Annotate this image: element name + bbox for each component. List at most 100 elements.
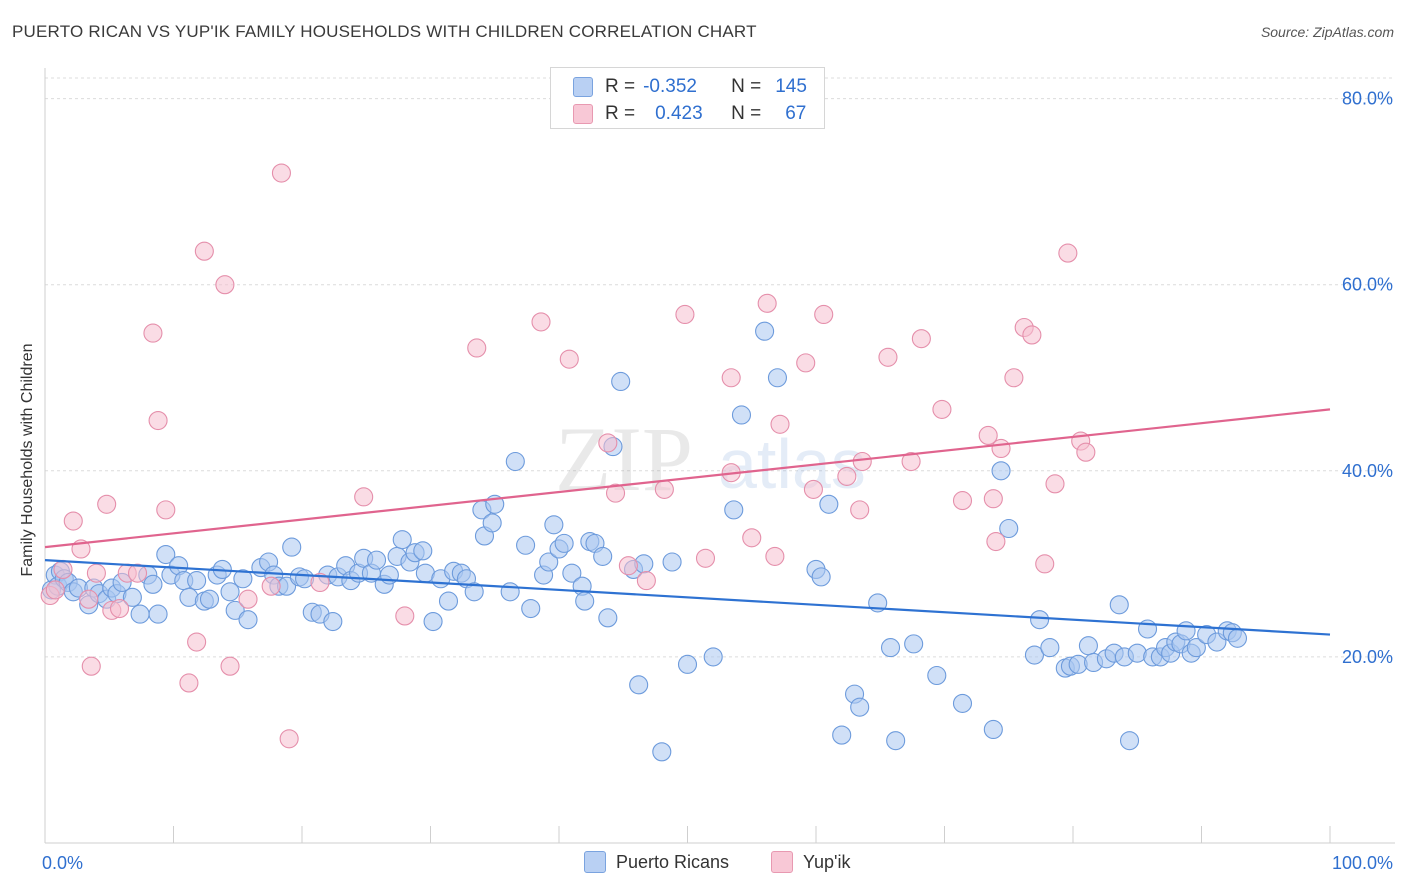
point-yupik [814, 304, 834, 325]
data-points [40, 163, 1248, 762]
point-yupik [952, 491, 973, 511]
point-puerto-ricans [238, 610, 258, 630]
y-tick-label: 40.0% [1342, 461, 1393, 481]
point-puerto-ricans [991, 461, 1011, 481]
point-yupik [127, 563, 148, 583]
point-puerto-ricans [544, 515, 564, 535]
point-yupik [1004, 368, 1024, 388]
point-puerto-ricans [423, 611, 443, 632]
point-puerto-ricans [703, 647, 723, 667]
chart-source: Source: ZipAtlas.com [1260, 24, 1394, 40]
point-yupik [79, 589, 99, 609]
point-yupik [721, 368, 741, 388]
point-puerto-ricans [413, 541, 433, 561]
point-yupik [837, 466, 857, 486]
point-puerto-ricans [593, 546, 613, 566]
point-yupik [803, 479, 823, 499]
point-puerto-ricans [1040, 638, 1060, 658]
point-yupik [757, 293, 777, 313]
y-tick-label: 20.0% [1342, 647, 1393, 667]
point-puerto-ricans [156, 544, 176, 565]
point-yupik [215, 275, 235, 295]
point-yupik [156, 500, 176, 520]
point-puerto-ricans [282, 537, 302, 557]
point-puerto-ricans [482, 513, 502, 533]
point-yupik [86, 563, 106, 583]
point-puerto-ricans [1109, 595, 1129, 615]
point-puerto-ricans [554, 533, 574, 553]
point-puerto-ricans [904, 634, 924, 654]
point-puerto-ricans [983, 719, 1003, 740]
point-yupik [911, 329, 931, 349]
point-puerto-ricans [130, 604, 150, 624]
bottom-legend-yupik: Yup'ik [771, 851, 850, 873]
point-puerto-ricans [927, 665, 947, 686]
point-yupik [148, 411, 168, 431]
point-puerto-ricans [832, 725, 852, 745]
bottom-legend-label: Yup'ik [803, 851, 851, 872]
point-yupik [695, 548, 716, 568]
point-puerto-ricans [731, 405, 752, 425]
point-yupik [310, 572, 330, 593]
point-yupik [395, 606, 415, 626]
point-yupik [559, 349, 579, 369]
point-yupik [901, 451, 921, 472]
point-yupik [852, 451, 872, 472]
bottom-legend-label: Puerto Ricans [616, 851, 730, 872]
legend-row-yupik: R = 0.423 N = 67 [573, 102, 806, 126]
point-puerto-ricans [233, 569, 253, 589]
point-puerto-ricans [521, 598, 541, 619]
point-yupik [109, 598, 130, 619]
point-yupik [354, 487, 374, 507]
point-yupik [531, 312, 551, 332]
point-puerto-ricans [392, 530, 412, 550]
point-puerto-ricans [1024, 645, 1044, 665]
legend-n-label: N = [731, 103, 762, 124]
legend-swatch-pink [573, 104, 593, 124]
y-tick-label: 60.0% [1342, 275, 1393, 295]
trend-line-yupik [44, 408, 1331, 549]
point-yupik [675, 304, 695, 325]
point-puerto-ricans [505, 451, 525, 472]
point-yupik [636, 571, 656, 591]
grid-lines [45, 77, 1395, 658]
point-puerto-ricans [122, 587, 142, 607]
point-yupik [238, 589, 258, 609]
point-puerto-ricans [662, 552, 682, 572]
point-yupik [598, 433, 618, 453]
point-puerto-ricans [366, 550, 387, 570]
point-yupik [796, 353, 816, 373]
point-puerto-ricans [187, 571, 207, 591]
point-yupik [742, 528, 762, 548]
point-puerto-ricans [1030, 610, 1050, 630]
point-yupik [770, 414, 790, 434]
chart-title: PUERTO RICAN VS YUP'IK FAMILY HOUSEHOLDS… [12, 22, 757, 41]
bottom-legend-puerto-ricans: Puerto Ricans [584, 851, 729, 873]
point-puerto-ricans [438, 591, 459, 611]
bottom-legend-swatch-blue [584, 851, 606, 873]
point-yupik [1022, 325, 1042, 345]
point-yupik [986, 531, 1006, 552]
point-puerto-ricans [999, 518, 1019, 539]
point-puerto-ricans [880, 638, 901, 658]
point-yupik [850, 500, 870, 520]
point-puerto-ricans [598, 608, 618, 628]
watermark-atlas: atlas [718, 425, 866, 503]
legend-n-value: 67 [785, 103, 807, 124]
point-puerto-ricans [516, 535, 536, 555]
tick-labels: 20.0% 40.0% 60.0% 80.0% 0.0% 100.0% [42, 89, 1393, 873]
point-puerto-ricans [1078, 636, 1098, 656]
stats-legend: R = -0.352 N = 145 R = 0.423 N = 67 [550, 67, 825, 129]
point-yupik [220, 656, 240, 676]
point-puerto-ricans [850, 697, 870, 717]
point-puerto-ricans [611, 371, 631, 392]
point-puerto-ricans [464, 582, 484, 602]
x-tick-label: 100.0% [1332, 853, 1393, 873]
point-yupik [983, 489, 1003, 509]
point-puerto-ricans [225, 600, 245, 620]
point-yupik [1076, 442, 1096, 462]
legend-n-label: N = [731, 76, 762, 97]
point-yupik [991, 438, 1011, 459]
point-yupik [143, 323, 163, 343]
